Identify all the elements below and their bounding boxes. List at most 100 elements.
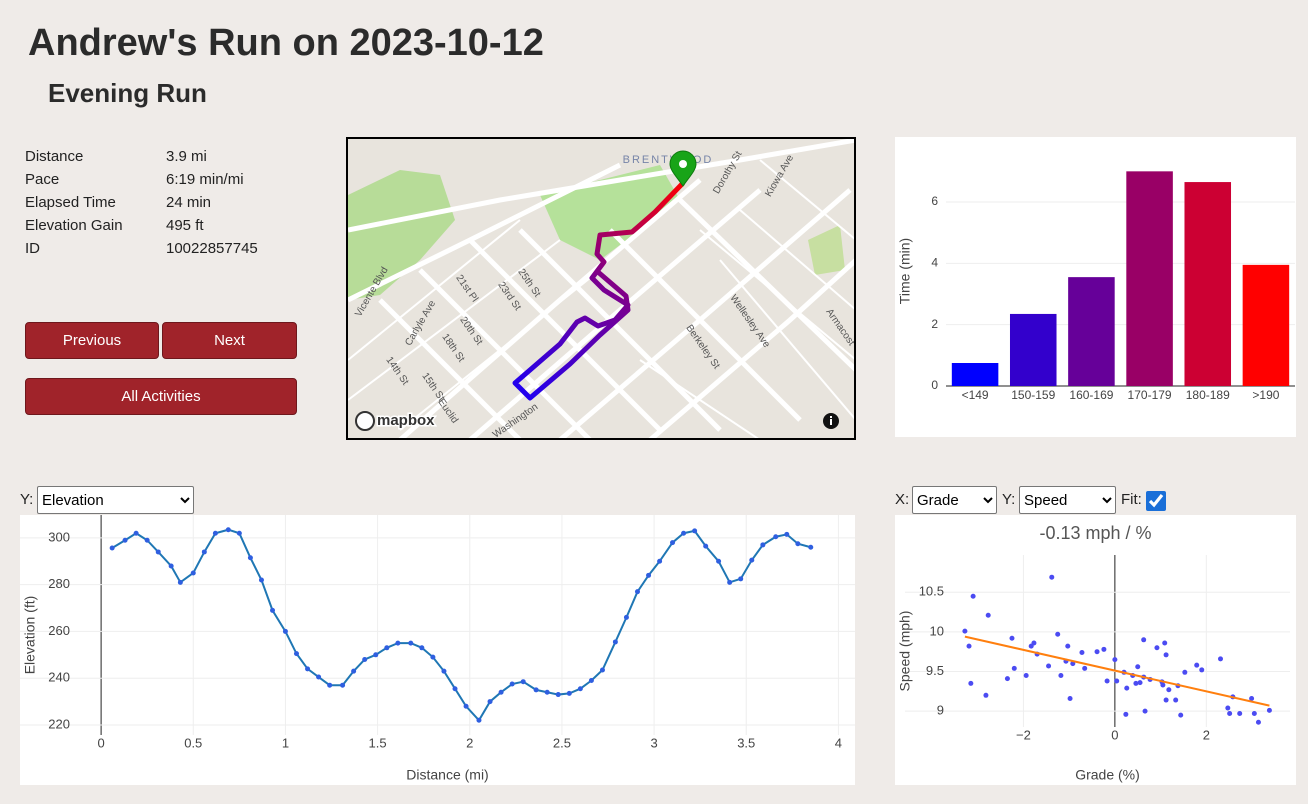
marker <box>351 668 357 674</box>
marker <box>657 558 663 564</box>
marker <box>155 549 161 555</box>
x-tick-label: 2.5 <box>553 735 571 750</box>
marker <box>270 607 276 613</box>
marker <box>305 666 311 672</box>
point <box>1225 705 1231 711</box>
marker <box>784 531 790 537</box>
all-activities-button[interactable]: All Activities <box>25 378 297 415</box>
marker <box>533 687 539 693</box>
marker <box>247 555 253 561</box>
marker <box>282 628 288 634</box>
streets <box>348 159 854 438</box>
y-tick-label: 9 <box>937 703 944 718</box>
point <box>1178 712 1184 718</box>
point <box>1266 707 1272 713</box>
marker <box>316 674 322 680</box>
marker <box>441 668 447 674</box>
point <box>1163 652 1169 658</box>
marker <box>340 682 346 688</box>
elevation-y-select[interactable]: Elevation <box>37 486 194 514</box>
point <box>1173 697 1179 703</box>
y-tick-label: 300 <box>48 529 70 544</box>
marker <box>795 541 801 547</box>
marker <box>681 530 687 536</box>
map[interactable]: BRENTWOOD Dorothy St Kiowa Ave Wellesley… <box>348 139 857 441</box>
control-label: X: <box>895 491 910 508</box>
y-tick-label: 240 <box>48 670 70 685</box>
point <box>1135 664 1141 670</box>
marker <box>773 534 779 540</box>
previous-button[interactable]: Previous <box>25 322 159 359</box>
marker <box>236 530 242 536</box>
marker <box>177 579 183 585</box>
marker <box>623 614 629 620</box>
scatter-y-select[interactable]: Speed <box>1019 486 1116 514</box>
next-button[interactable]: Next <box>162 322 297 359</box>
point <box>970 593 976 599</box>
chart-card <box>20 515 855 785</box>
info-icon-dot <box>830 416 832 418</box>
x-tick-label: 3 <box>650 735 657 750</box>
y-tick-label: 10 <box>930 623 944 638</box>
point <box>1141 637 1147 643</box>
marker <box>430 654 436 660</box>
y-tick-label: 280 <box>48 576 70 591</box>
point <box>1133 680 1139 686</box>
stat-value: 24 min <box>166 194 212 211</box>
control-label: Fit: <box>1121 491 1142 508</box>
marker <box>327 682 333 688</box>
x-tick-label: 1 <box>282 735 289 750</box>
marker <box>476 717 482 723</box>
activity-name: Evening Run <box>48 78 207 108</box>
marker <box>293 651 299 657</box>
x-tick-label: 2 <box>466 735 473 750</box>
x-tick-label: 170-179 <box>1128 388 1172 402</box>
stat-label: Elevation Gain <box>25 217 123 234</box>
x-tick-label: 0 <box>97 735 104 750</box>
stat-label: ID <box>25 240 40 257</box>
stat-value: 495 ft <box>166 217 204 234</box>
marker <box>133 530 139 536</box>
marker <box>109 545 115 551</box>
x-tick-label: >190 <box>1252 388 1279 402</box>
control-label: Y: <box>1002 491 1016 508</box>
point <box>1067 695 1073 701</box>
marker <box>612 639 618 645</box>
point <box>1142 708 1148 714</box>
point <box>1009 635 1015 641</box>
marker <box>520 679 526 685</box>
stat-label: Elapsed Time <box>25 194 116 211</box>
marker <box>373 652 379 658</box>
point <box>1114 678 1120 684</box>
marker <box>144 537 150 543</box>
scatter-x-select[interactable]: Grade <box>912 486 997 514</box>
y-tick-label: 9.5 <box>926 663 944 678</box>
fit-line <box>964 635 1270 707</box>
point <box>1194 662 1200 668</box>
fit-checkbox[interactable] <box>1146 491 1166 511</box>
marker <box>419 645 425 651</box>
bar <box>1242 264 1290 386</box>
point <box>1137 680 1143 686</box>
pin <box>669 150 697 187</box>
x-tick-label: 150-159 <box>1011 388 1055 402</box>
point <box>1163 697 1169 703</box>
x-axis-title: Distance (mi) <box>406 767 488 783</box>
point <box>1217 656 1223 662</box>
marker <box>692 528 698 534</box>
point <box>1124 685 1130 691</box>
x-axis-title: Grade (%) <box>1075 767 1140 783</box>
marker <box>463 703 469 709</box>
point <box>1237 711 1243 717</box>
marker <box>808 544 814 550</box>
y-tick-label: 0 <box>931 378 938 392</box>
x-tick-label: 0 <box>1111 727 1118 742</box>
marker <box>566 690 572 696</box>
x-tick-label: 4 <box>835 735 842 750</box>
marker <box>225 527 231 533</box>
control-label: Y: <box>20 491 34 508</box>
marker <box>498 689 504 695</box>
park <box>348 170 455 300</box>
point <box>1123 711 1129 717</box>
